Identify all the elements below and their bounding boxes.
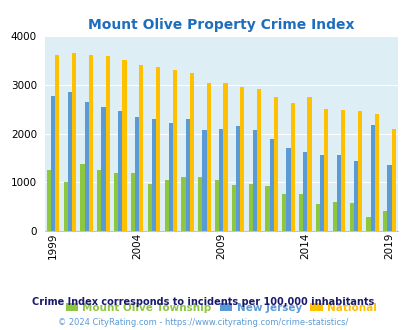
Bar bbox=[353, 161, 357, 231]
Text: Crime Index corresponds to incidents per 100,000 inhabitants: Crime Index corresponds to incidents per… bbox=[32, 297, 373, 307]
Bar bbox=[151, 118, 156, 231]
Bar bbox=[365, 217, 370, 231]
Bar bbox=[349, 203, 353, 231]
Bar bbox=[357, 111, 361, 231]
Bar bbox=[181, 178, 185, 231]
Bar bbox=[219, 129, 223, 231]
Bar bbox=[80, 164, 84, 231]
Bar bbox=[147, 184, 151, 231]
Bar bbox=[336, 155, 340, 231]
Bar bbox=[206, 83, 210, 231]
Bar bbox=[97, 170, 101, 231]
Bar bbox=[168, 123, 173, 231]
Bar bbox=[164, 180, 168, 231]
Bar bbox=[72, 53, 76, 231]
Bar bbox=[185, 119, 189, 231]
Bar bbox=[51, 96, 55, 231]
Bar bbox=[231, 185, 235, 231]
Bar bbox=[248, 184, 252, 231]
Bar bbox=[156, 67, 160, 231]
Bar bbox=[286, 148, 290, 231]
Title: Mount Olive Property Crime Index: Mount Olive Property Crime Index bbox=[88, 18, 354, 32]
Bar bbox=[214, 180, 219, 231]
Bar bbox=[307, 97, 311, 231]
Bar bbox=[256, 89, 260, 231]
Bar bbox=[135, 116, 139, 231]
Bar bbox=[55, 55, 59, 231]
Bar bbox=[189, 73, 194, 231]
Bar bbox=[265, 186, 269, 231]
Bar bbox=[122, 60, 126, 231]
Bar bbox=[390, 129, 395, 231]
Bar bbox=[198, 178, 202, 231]
Bar bbox=[114, 173, 118, 231]
Bar bbox=[332, 202, 336, 231]
Bar bbox=[382, 211, 386, 231]
Bar bbox=[89, 55, 93, 231]
Bar bbox=[303, 152, 307, 231]
Bar bbox=[235, 126, 240, 231]
Bar bbox=[386, 165, 390, 231]
Bar bbox=[68, 92, 72, 231]
Bar bbox=[105, 56, 110, 231]
Bar bbox=[223, 83, 227, 231]
Bar bbox=[47, 170, 51, 231]
Bar bbox=[118, 111, 122, 231]
Bar bbox=[139, 65, 143, 231]
Bar bbox=[240, 87, 244, 231]
Bar bbox=[130, 173, 135, 231]
Bar bbox=[281, 193, 286, 231]
Bar bbox=[173, 70, 177, 231]
Bar bbox=[269, 139, 273, 231]
Bar bbox=[370, 125, 374, 231]
Bar bbox=[290, 104, 294, 231]
Bar bbox=[252, 130, 256, 231]
Bar bbox=[64, 182, 68, 231]
Bar bbox=[315, 204, 319, 231]
Bar bbox=[340, 110, 345, 231]
Bar bbox=[298, 194, 303, 231]
Bar bbox=[202, 130, 206, 231]
Legend: Mount Olive Township, New Jersey, National: Mount Olive Township, New Jersey, Nation… bbox=[62, 299, 380, 317]
Bar bbox=[273, 97, 277, 231]
Bar bbox=[101, 107, 105, 231]
Bar bbox=[84, 102, 89, 231]
Bar bbox=[324, 109, 328, 231]
Bar bbox=[374, 114, 378, 231]
Text: © 2024 CityRating.com - https://www.cityrating.com/crime-statistics/: © 2024 CityRating.com - https://www.city… bbox=[58, 318, 347, 327]
Bar bbox=[319, 155, 324, 231]
